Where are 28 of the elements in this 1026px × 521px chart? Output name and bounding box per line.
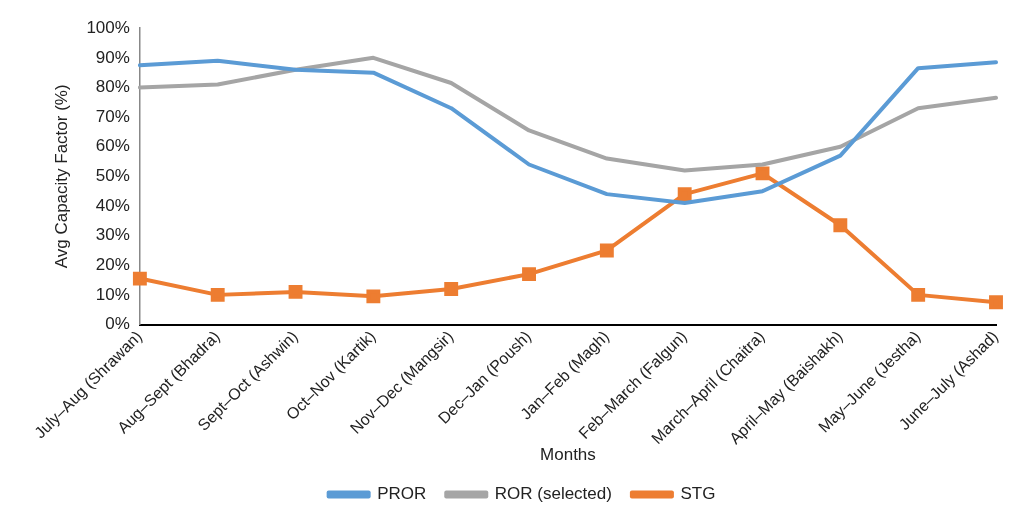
y-axis-title: Avg Capacity Factor (%)	[51, 84, 71, 269]
y-tick-label: 100%	[86, 17, 130, 37]
point	[833, 218, 848, 233]
y-tick-label: 60%	[95, 136, 130, 156]
point	[989, 295, 1003, 310]
y-tick-label: 50%	[95, 166, 130, 186]
point	[911, 287, 926, 302]
y-tick-label: 30%	[95, 225, 130, 245]
y-tick-label: 90%	[95, 47, 130, 67]
y-tick-label: 10%	[95, 284, 130, 304]
point	[677, 187, 692, 202]
legend-label: STG	[680, 484, 716, 504]
x-axis-title: Months	[540, 445, 596, 465]
point	[755, 166, 770, 181]
point	[210, 287, 225, 302]
point	[132, 271, 147, 286]
point	[522, 267, 536, 282]
point	[444, 282, 459, 296]
y-tick-label: 70%	[95, 106, 130, 126]
y-tick-label: 80%	[95, 77, 130, 97]
y-tick-label: 0%	[105, 314, 130, 334]
legend-label: ROR (selected)	[494, 484, 612, 504]
y-tick-label: 40%	[95, 195, 130, 215]
y-tick-label: 20%	[95, 254, 130, 274]
point	[599, 243, 614, 258]
legend-label: PROR	[377, 484, 427, 504]
point	[366, 289, 381, 304]
point	[288, 284, 303, 299]
